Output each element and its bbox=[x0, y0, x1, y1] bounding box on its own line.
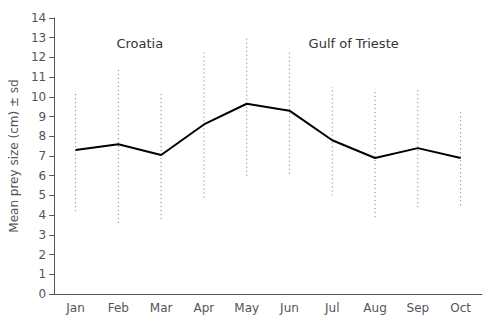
svg-text:Croatia: Croatia bbox=[116, 36, 163, 51]
svg-text:10: 10 bbox=[31, 90, 46, 104]
svg-text:1: 1 bbox=[39, 267, 47, 281]
svg-text:2: 2 bbox=[39, 248, 47, 262]
svg-text:Gulf of Trieste: Gulf of Trieste bbox=[309, 36, 399, 51]
svg-text:Oct: Oct bbox=[450, 301, 471, 315]
svg-text:12: 12 bbox=[31, 50, 46, 64]
svg-text:Feb: Feb bbox=[108, 301, 129, 315]
svg-text:May: May bbox=[234, 301, 259, 315]
svg-text:3: 3 bbox=[39, 228, 47, 242]
svg-text:Jul: Jul bbox=[324, 301, 339, 315]
svg-text:5: 5 bbox=[39, 188, 47, 202]
svg-text:Jan: Jan bbox=[65, 301, 85, 315]
svg-text:Mean prey size (cm) ± sd: Mean prey size (cm) ± sd bbox=[7, 79, 21, 232]
svg-text:7: 7 bbox=[39, 149, 47, 163]
svg-text:4: 4 bbox=[39, 208, 47, 222]
svg-text:14: 14 bbox=[31, 11, 46, 25]
svg-text:Sep: Sep bbox=[407, 301, 430, 315]
svg-text:Jun: Jun bbox=[279, 301, 299, 315]
svg-text:9: 9 bbox=[39, 110, 47, 124]
svg-text:11: 11 bbox=[31, 70, 46, 84]
svg-text:Mar: Mar bbox=[150, 301, 173, 315]
svg-text:8: 8 bbox=[39, 129, 47, 143]
svg-text:0: 0 bbox=[39, 287, 47, 301]
svg-text:6: 6 bbox=[39, 169, 47, 183]
svg-text:13: 13 bbox=[31, 31, 46, 45]
svg-text:Aug: Aug bbox=[363, 301, 386, 315]
svg-text:Apr: Apr bbox=[194, 301, 215, 315]
